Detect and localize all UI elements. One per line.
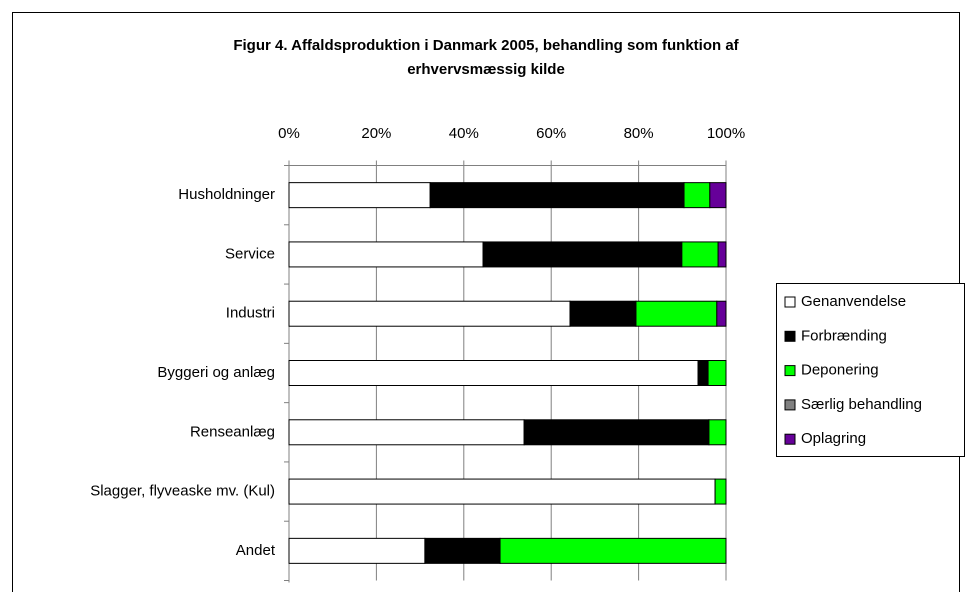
legend-label: Særlig behandling <box>801 396 922 413</box>
bar-segment <box>709 182 727 209</box>
bar-segment <box>288 537 426 564</box>
bar-segment <box>288 419 525 446</box>
legend-swatch <box>784 365 796 377</box>
legend-swatch <box>784 330 796 342</box>
bar-segment <box>429 182 685 209</box>
bar-segment <box>482 241 683 268</box>
bar-segment <box>288 300 571 327</box>
legend-swatch <box>784 433 796 445</box>
bar-segment <box>697 360 709 386</box>
bar-segment <box>681 241 719 268</box>
bar-segment <box>714 478 727 505</box>
bar-segment <box>288 478 716 505</box>
chart-title: erhvervsmæssig kilde <box>407 61 565 78</box>
bar-segment <box>499 537 727 564</box>
y-tick-label: Industri <box>226 305 275 322</box>
bar-segment <box>707 360 727 386</box>
bar-segment <box>288 182 431 209</box>
y-tick-label: Byggeri og anlæg <box>157 364 275 381</box>
legend-swatch <box>784 296 796 308</box>
bar-segment <box>569 300 637 327</box>
y-tick-label: Husholdninger <box>178 186 275 203</box>
x-tick-label: 100% <box>707 125 745 142</box>
bar-segment <box>716 300 727 327</box>
chart-title: Figur 4. Affaldsproduktion i Danmark 200… <box>233 37 739 54</box>
bar-segment <box>523 419 710 446</box>
y-tick-label: Andet <box>236 542 276 559</box>
bar-segment <box>288 241 484 268</box>
legend-label: Genanvendelse <box>801 293 906 310</box>
x-tick-label: 40% <box>449 125 479 142</box>
bar-segment <box>683 182 711 209</box>
x-tick-label: 80% <box>624 125 654 142</box>
legend-box <box>776 283 965 457</box>
legend-label: Oplagring <box>801 430 866 447</box>
x-tick-label: 20% <box>361 125 391 142</box>
bar-segment <box>717 241 727 268</box>
legend-label: Forbrænding <box>801 327 887 344</box>
legend-swatch <box>784 399 796 411</box>
y-tick-label: Service <box>225 245 275 262</box>
y-tick-label: Slagger, flyveaske mv. (Kul) <box>90 483 275 500</box>
bar-segment <box>424 537 501 564</box>
bar-segment <box>708 419 727 446</box>
y-tick-label: Renseanlæg <box>190 423 275 440</box>
legend-label: Deponering <box>801 362 879 379</box>
x-tick-label: 60% <box>536 125 566 142</box>
x-tick-label: 0% <box>278 125 300 142</box>
bar-segment <box>635 300 718 327</box>
bar-segment <box>288 360 699 386</box>
